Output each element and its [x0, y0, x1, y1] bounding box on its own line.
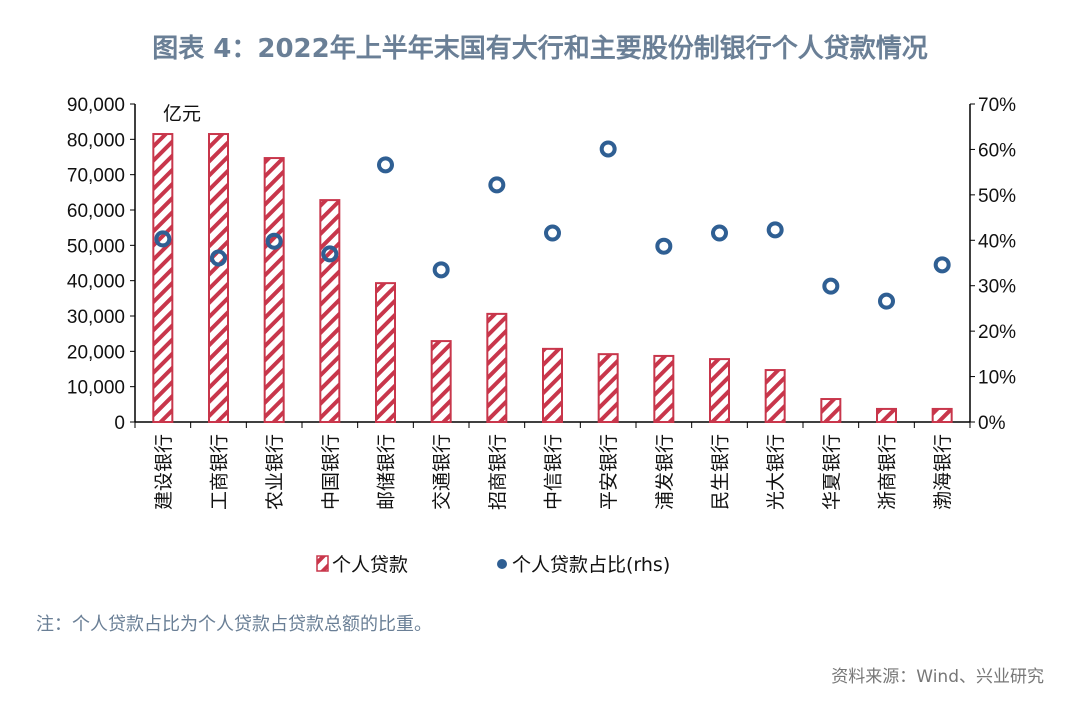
category-label: 平安银行: [598, 434, 620, 510]
point-交通银行: [432, 261, 450, 279]
source: 资料来源：Wind、兴业研究: [831, 667, 1044, 687]
right-tick-label: 60%: [978, 140, 1016, 161]
point-渤海银行: [933, 256, 951, 274]
bar-交通银行: [430, 340, 452, 423]
point-邮储银行: [377, 156, 394, 174]
category-label: 中国银行: [320, 434, 342, 510]
point-浙商银行: [878, 292, 895, 310]
bar-工商银行: [208, 133, 229, 424]
category-label: 交通银行: [431, 434, 453, 510]
point-中信银行: [544, 224, 561, 242]
point-民生银行: [711, 224, 728, 242]
left-tick-label: 20,000: [67, 342, 125, 363]
point-平安银行: [599, 140, 617, 158]
right-tick-label: 20%: [978, 322, 1016, 343]
left-tick-label: 10,000: [67, 378, 125, 399]
left-tick-label: 30,000: [67, 307, 125, 328]
bar-浦发银行: [653, 354, 675, 423]
point-招商银行: [488, 176, 506, 194]
bar-农业银行: [263, 157, 285, 423]
category-label: 农业银行: [264, 434, 286, 510]
right-tick-label: 70%: [978, 95, 1016, 116]
right-tick-label: 10%: [978, 368, 1016, 389]
bar-招商银行: [486, 312, 508, 424]
chart-title: 图表 4：2022年上半年末国有大行和主要股份制银行个人贷款情况: [152, 34, 928, 64]
bar-渤海银行: [931, 407, 953, 423]
category-label: 建设银行: [153, 434, 175, 510]
category-label: 民生银行: [710, 434, 732, 510]
left-tick-label: 90,000: [67, 95, 125, 116]
bar-民生银行: [709, 358, 730, 423]
category-label: 浦发银行: [654, 434, 676, 510]
left-tick-label: 60,000: [67, 201, 125, 222]
category-label: 邮储银行: [376, 434, 398, 510]
bar-光大银行: [764, 369, 786, 423]
bar-中国银行: [319, 199, 341, 423]
point-农业银行: [265, 232, 283, 250]
bar-邮储银行: [375, 282, 396, 424]
category-label: 浙商银行: [877, 434, 899, 510]
category-label: 工商银行: [209, 434, 231, 510]
category-label: 中信银行: [543, 434, 565, 510]
footnote: 注：个人贷款占比为个人贷款占贷款总额的比重。: [36, 614, 432, 635]
bar-建设银行: [152, 133, 174, 424]
left-tick-label: 50,000: [67, 236, 125, 257]
legend-bar-swatch: [316, 555, 329, 572]
point-光大银行: [766, 221, 784, 239]
bar-中信银行: [542, 347, 563, 423]
left-tick-label: 0: [114, 413, 125, 434]
category-label: 华夏银行: [821, 434, 843, 510]
legend-bar-label: 个人贷款: [332, 554, 408, 576]
right-tick-label: 30%: [978, 277, 1016, 298]
unit-label: 亿元: [163, 103, 201, 125]
legend-point-swatch: [497, 559, 507, 569]
category-label: 招商银行: [487, 434, 509, 510]
point-工商银行: [210, 249, 227, 267]
point-浦发银行: [655, 237, 673, 255]
left-tick-label: 80,000: [67, 130, 125, 151]
legend-point-label: 个人贷款占比(rhs): [512, 554, 670, 576]
point-华夏银行: [822, 277, 840, 295]
left-tick-label: 70,000: [67, 166, 125, 187]
point-建设银行: [154, 230, 172, 248]
category-label: 光大银行: [765, 434, 787, 510]
right-tick-label: 50%: [978, 186, 1016, 207]
right-tick-label: 0%: [978, 413, 1006, 434]
bar-平安银行: [597, 353, 619, 423]
left-tick-label: 40,000: [67, 272, 125, 293]
category-label: 渤海银行: [932, 434, 954, 510]
right-tick-label: 40%: [978, 231, 1016, 252]
bar-浙商银行: [876, 407, 897, 423]
bar-华夏银行: [820, 398, 842, 423]
point-中国银行: [321, 245, 339, 263]
